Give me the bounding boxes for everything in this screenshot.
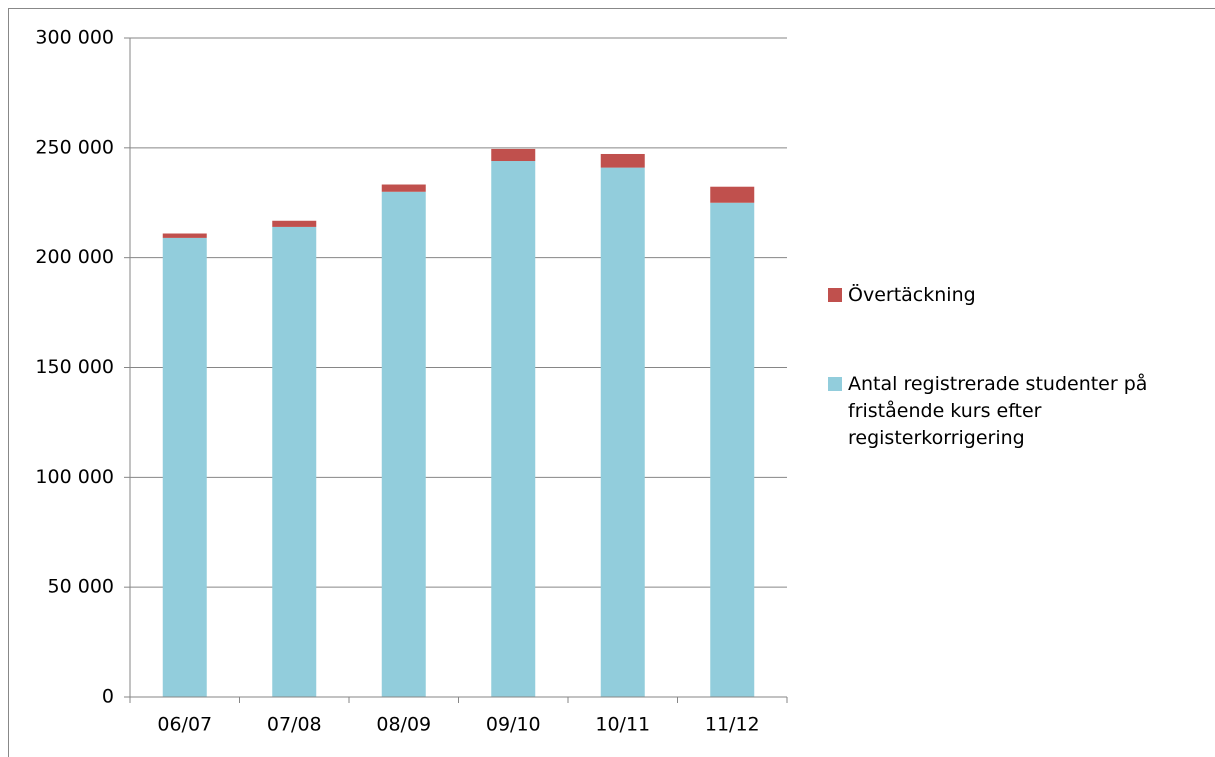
legend-label: Övertäckning <box>848 284 976 306</box>
bar-segment <box>381 191 426 697</box>
x-tick-label: 08/09 <box>376 714 431 736</box>
bar-segment <box>272 220 317 227</box>
bar-segment <box>600 167 645 697</box>
bar-segment <box>600 153 645 168</box>
x-tick-label: 10/11 <box>595 714 650 736</box>
legend-label: Antal registrerade studenter på friståen… <box>848 373 1148 449</box>
y-tick-label: 100 000 <box>35 466 114 488</box>
bar-segment <box>162 237 207 697</box>
x-tick-label: 11/12 <box>705 714 760 736</box>
y-tick-label: 50 000 <box>48 576 114 598</box>
legend-swatch <box>828 377 842 391</box>
y-tick-label: 250 000 <box>35 136 114 158</box>
x-tick-label: 07/08 <box>267 714 322 736</box>
bar-segment <box>491 161 536 698</box>
legend: Övertäckning Antal registrerade studenter… <box>828 282 1198 514</box>
bar-segment <box>710 202 755 697</box>
bar-segment <box>710 186 755 203</box>
y-tick-label: 0 <box>102 686 114 708</box>
legend-swatch <box>828 288 842 302</box>
y-tick-label: 200 000 <box>35 246 114 268</box>
bar-segment <box>272 226 317 697</box>
bar-segment <box>381 184 426 192</box>
legend-item: Övertäckning <box>828 282 1198 309</box>
bar-segment <box>162 233 207 238</box>
bar-segment <box>491 148 536 162</box>
x-tick-label: 06/07 <box>157 714 212 736</box>
y-tick-label: 150 000 <box>35 356 114 378</box>
y-tick-label: 300 000 <box>35 27 114 49</box>
chart-frame <box>8 8 1215 757</box>
x-tick-label: 09/10 <box>486 714 541 736</box>
legend-item: Antal registrerade studenter på friståen… <box>828 371 1198 452</box>
